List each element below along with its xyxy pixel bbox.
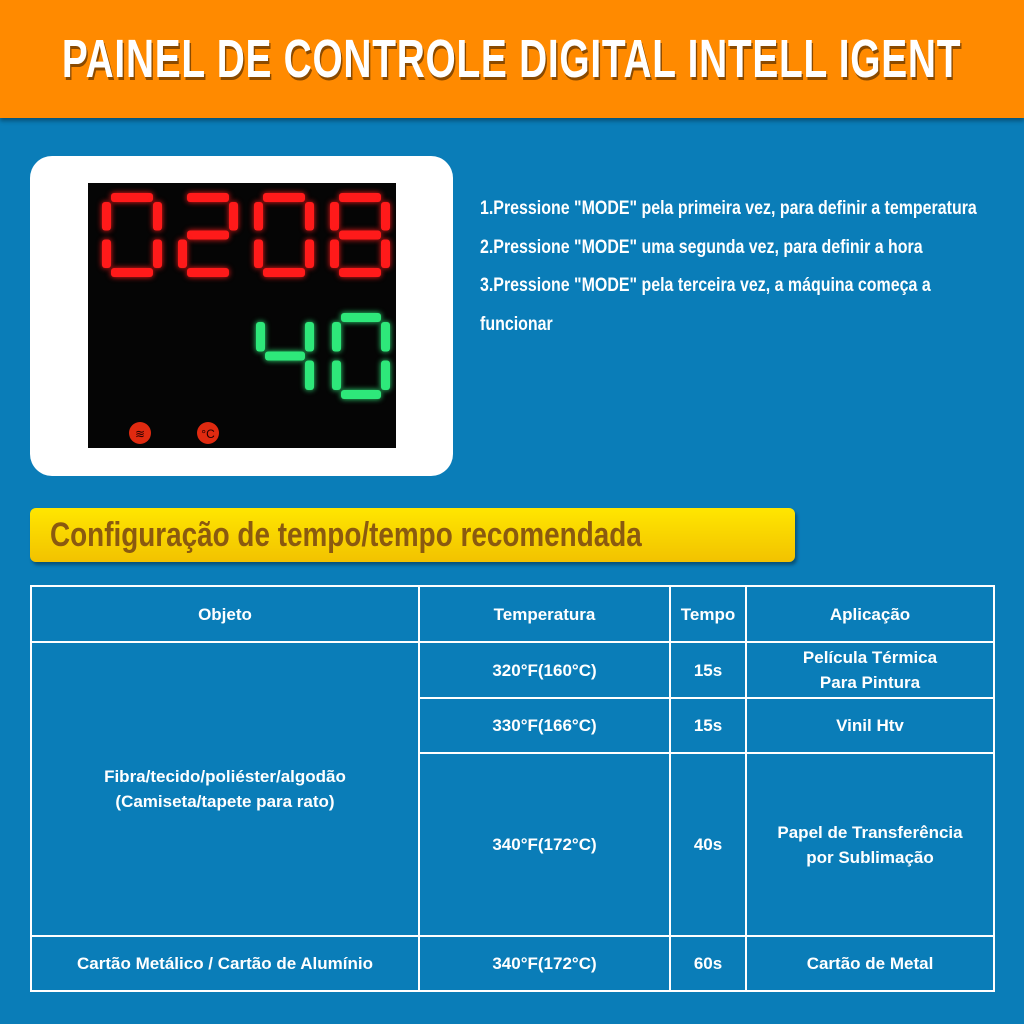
header-banner: PAINEL DE CONTROLE DIGITAL INTELL IGENT	[0, 0, 1024, 118]
temp-cell: 320°F(160°C)	[418, 641, 671, 699]
table-row: 340°F(172°C) 40s Papel de Transferência …	[31, 752, 995, 937]
step-3: 3.Pressione "MODE" pela terceira vez, a …	[480, 275, 931, 335]
celsius-icon-glyph: °C	[201, 427, 215, 441]
segment-e	[102, 239, 111, 268]
segment-d	[341, 390, 381, 399]
segment-f	[102, 202, 111, 231]
app-cell: Cartão de Metal	[745, 935, 995, 992]
segment-g	[265, 351, 305, 361]
table-row: Cartão Metálico / Cartão de Alumínio 340…	[30, 935, 995, 992]
time-cell: 15s	[669, 641, 747, 699]
segment-d	[111, 268, 153, 277]
table-row: 330°F(166°C) 15s Vinil Htv	[31, 697, 995, 754]
segment-b	[305, 322, 314, 352]
step-1: 1.Pressione "MODE" pela primeira vez, pa…	[480, 198, 977, 219]
seven-segment-display: ≋ °C	[102, 193, 390, 444]
col-aplicacao: Aplicação	[745, 585, 995, 643]
temp-cell: 340°F(172°C)	[418, 935, 671, 992]
segment-g	[339, 230, 381, 240]
segment-a	[111, 193, 153, 202]
segment-a	[339, 193, 381, 202]
time-cell: 60s	[669, 935, 747, 992]
time-cell: 15s	[669, 697, 747, 754]
segment-f	[254, 202, 263, 231]
app-cell: Vinil Htv	[745, 697, 995, 754]
segment-b	[153, 202, 162, 231]
col-objeto: Objeto	[30, 585, 420, 643]
step-2: 2.Pressione "MODE" uma segunda vez, para…	[480, 236, 923, 258]
segment-f	[332, 322, 341, 352]
segment-b	[229, 202, 238, 231]
segment-b	[305, 202, 314, 231]
segment-f	[256, 322, 265, 352]
segment-a	[187, 193, 229, 202]
segment-a	[263, 193, 305, 202]
temp-cell: 330°F(166°C)	[418, 697, 671, 754]
col-tempo: Tempo	[669, 585, 747, 643]
segment-e	[178, 239, 187, 268]
segment-c	[153, 239, 162, 268]
section-banner: Configuração de tempo/tempo recomendada	[30, 508, 795, 562]
segment-c	[305, 360, 314, 390]
temp-cell: 340°F(172°C)	[418, 752, 671, 937]
col-temperatura: Temperatura	[418, 585, 671, 643]
segment-c	[305, 239, 314, 268]
app-cell: Película Térmica Para Pintura	[745, 641, 995, 699]
table-header-row: Objeto Temperatura Tempo Aplicação	[30, 585, 995, 643]
time-cell: 40s	[669, 752, 747, 937]
app-cell: Papel de Transferência por Sublimação	[745, 752, 995, 937]
segment-g	[187, 230, 229, 240]
object-cell: Cartão Metálico / Cartão de Alumínio	[30, 935, 420, 992]
section-title: Configuração de tempo/tempo recomendada	[50, 515, 642, 554]
segment-d	[187, 268, 229, 277]
segment-e	[330, 239, 339, 268]
celsius-icon	[197, 422, 219, 444]
segment-b	[381, 322, 390, 352]
settings-table: Objeto Temperatura Tempo Aplicação Fibra…	[30, 585, 995, 992]
instructions: 1.Pressione "MODE" pela primeira vez, pa…	[480, 190, 1010, 344]
object-cell: Fibra/tecido/poliéster/algodão (Camiseta…	[30, 641, 420, 937]
segment-e	[254, 239, 263, 268]
segment-d	[263, 268, 305, 277]
segment-c	[381, 360, 390, 390]
segment-e	[332, 360, 341, 390]
table-row: Fibra/tecido/poliéster/algodão (Camiseta…	[30, 641, 995, 937]
segment-c	[381, 239, 390, 268]
segment-b	[381, 202, 390, 231]
segment-f	[330, 202, 339, 231]
heat-icon	[129, 422, 151, 444]
page-title: PAINEL DE CONTROLE DIGITAL INTELL IGENT	[62, 29, 962, 89]
segment-d	[339, 268, 381, 277]
segment-a	[341, 313, 381, 322]
control-panel-display: ≋ °C	[88, 183, 396, 448]
heat-icon-glyph: ≋	[135, 427, 145, 441]
